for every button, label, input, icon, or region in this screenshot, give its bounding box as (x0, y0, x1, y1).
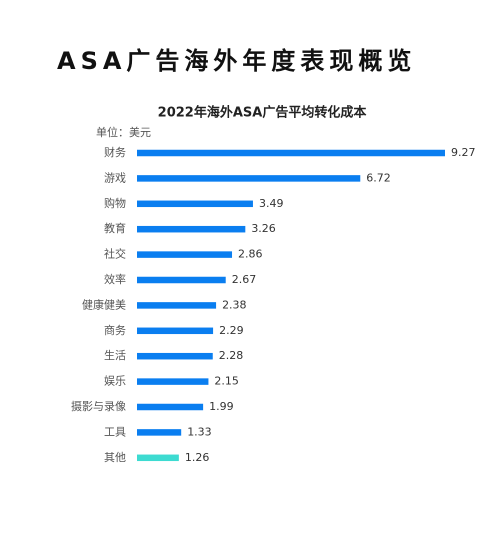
bar (137, 429, 182, 436)
category-label: 娱乐 (104, 374, 126, 388)
category-label: 购物 (104, 196, 126, 210)
category-label: 教育 (104, 221, 126, 235)
bar (137, 276, 226, 284)
value-label: 2.15 (214, 375, 239, 388)
page-title: ASA广告海外年度表现概览 (57, 47, 416, 75)
bar (137, 302, 217, 309)
value-label: 6.72 (366, 171, 391, 184)
bar (137, 149, 445, 157)
bar (137, 175, 361, 182)
category-label: 其他 (104, 451, 126, 464)
category-label: 工具 (104, 425, 126, 438)
value-label: 1.26 (185, 451, 210, 464)
bar (137, 200, 253, 208)
category-label: 游戏 (104, 171, 126, 184)
value-label: 2.38 (222, 298, 247, 311)
value-label: 1.33 (187, 425, 212, 438)
value-label: 2.28 (219, 349, 244, 362)
bar (137, 352, 213, 360)
value-label: 9.27 (451, 146, 476, 159)
bar (137, 327, 214, 335)
chart-title: 2022年海外ASA广告平均转化成本 (158, 105, 367, 121)
value-label: 2.67 (232, 273, 257, 286)
bar (137, 378, 209, 385)
category-label: 健康健美 (82, 297, 126, 311)
category-label: 社交 (104, 247, 126, 261)
category-label: 摄影与录像 (71, 399, 126, 413)
value-label: 2.86 (238, 248, 263, 261)
bar (137, 251, 233, 258)
category-label: 效率 (104, 272, 126, 286)
category-label: 商务 (104, 323, 126, 337)
unit-label: 单位：美元 (96, 125, 151, 139)
category-label: 生活 (104, 348, 126, 362)
bar (137, 403, 204, 411)
bar (137, 225, 246, 233)
value-label: 1.99 (209, 400, 234, 413)
value-label: 3.26 (251, 222, 276, 235)
value-label: 2.29 (219, 324, 244, 337)
bar (137, 454, 179, 462)
category-label: 财务 (104, 145, 126, 159)
value-label: 3.49 (259, 197, 284, 210)
